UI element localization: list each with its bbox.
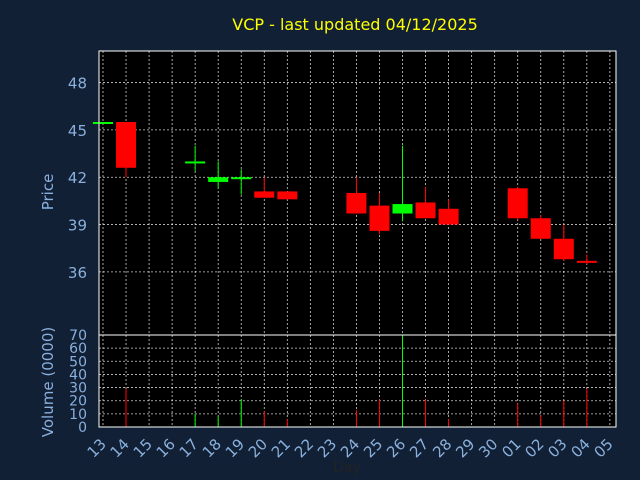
price-tick-label: 36 (68, 264, 87, 282)
volume-bars (125, 335, 588, 427)
price-ticks: 36 39 42 45 48 (68, 75, 87, 282)
x-tick-label: 05 (590, 435, 616, 461)
candle-body (185, 161, 206, 164)
volume-tick-label: 50 (69, 354, 87, 370)
candle-body (208, 177, 229, 182)
x-ticks: 1314151617181920212223242526272829300102… (84, 435, 617, 461)
candle-body (93, 122, 113, 124)
price-candles (93, 122, 597, 264)
volume-tick-label: 10 (69, 407, 87, 423)
candle-body (507, 188, 528, 219)
candle-body (392, 204, 413, 214)
x-axis-label: Day (333, 460, 361, 476)
volume-panel-frame (98, 334, 617, 428)
volume-panel-background (99, 335, 616, 427)
candle-body (553, 238, 574, 260)
price-axis-label: Price (39, 174, 57, 211)
candle-body (346, 193, 367, 214)
price-tick-label: 42 (68, 169, 87, 187)
candle-body (576, 260, 597, 263)
candle-body (438, 208, 459, 225)
price-tick-label: 48 (68, 75, 87, 93)
candle-body (415, 202, 436, 219)
volume-tick-label: 0 (78, 420, 87, 436)
candle-body (369, 205, 390, 231)
chart-title: VCP - last updated 04/12/2025 (232, 15, 478, 34)
candle-body (530, 218, 551, 239)
volume-tick-label: 20 (69, 394, 87, 410)
candle-body (277, 191, 298, 200)
volume-axis-label: Volume (0000) (39, 327, 57, 437)
volume-tick-label: 30 (69, 381, 87, 397)
price-tick-label: 45 (68, 122, 87, 140)
volume-tick-label: 40 (69, 367, 87, 383)
candle-body (116, 122, 137, 168)
volume-tick-label: 60 (69, 341, 87, 357)
candle-body (231, 177, 252, 180)
volume-tick-label: 70 (69, 328, 87, 344)
candle-body (254, 191, 275, 198)
price-tick-label: 39 (68, 217, 87, 235)
